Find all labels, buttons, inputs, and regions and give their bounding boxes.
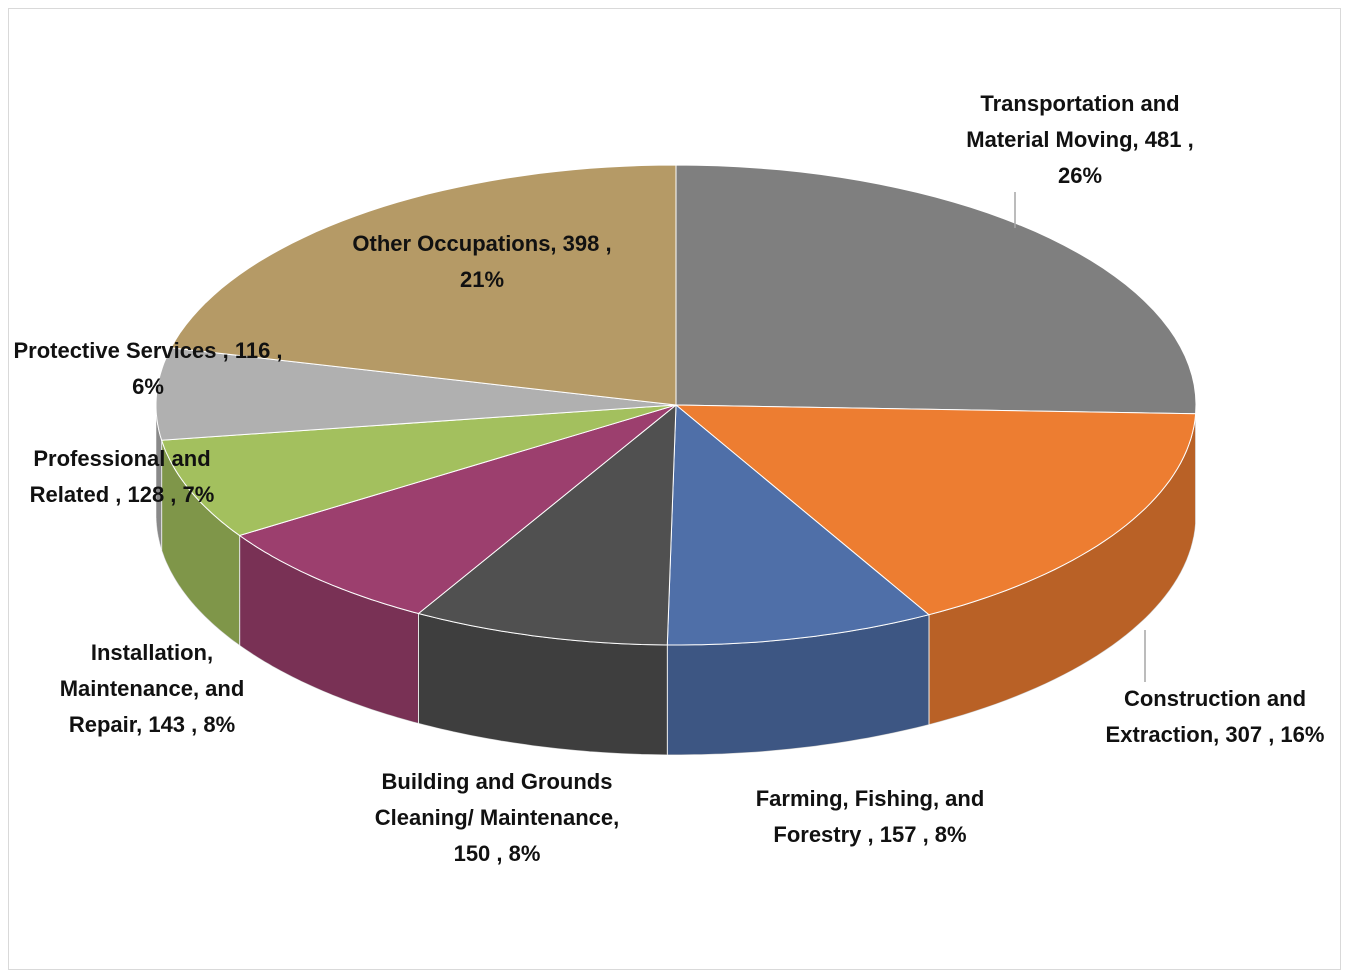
side-shade	[418, 613, 668, 755]
pie-slice	[674, 404, 1197, 616]
side-shade	[156, 405, 162, 551]
data-label: Construction and Extraction, 307 , 16%	[1095, 681, 1335, 753]
category-label: Transportation and Material Moving,	[966, 91, 1180, 152]
value-label: 157 , 8%	[879, 822, 967, 847]
category-label: Farming, Fishing, and Forestry ,	[755, 786, 985, 847]
side-shade	[667, 614, 929, 755]
pie-slice	[238, 404, 677, 615]
pie-slice	[160, 404, 677, 537]
category-label: Professional and Related ,	[29, 446, 211, 507]
data-label: Transportation and Material Moving, 481 …	[945, 86, 1215, 194]
category-label: Building and Grounds Cleaning/ Maintenan…	[374, 769, 620, 830]
value-label: 143 , 8%	[148, 712, 236, 737]
data-label: Other Occupations, 398 , 21%	[342, 226, 622, 298]
value-label: 398 , 21%	[459, 231, 612, 292]
data-label: Farming, Fishing, and Forestry , 157 , 8…	[735, 781, 1005, 853]
category-label: Construction and Extraction,	[1105, 686, 1307, 747]
value-label: 116 , 6%	[132, 338, 283, 399]
data-label: Building and Grounds Cleaning/ Maintenan…	[367, 764, 627, 872]
data-label: Professional and Related , 128 , 7%	[2, 441, 242, 513]
pie-slice	[170, 164, 677, 406]
pie-slice	[675, 164, 1197, 415]
value-label: 128 , 7%	[127, 482, 215, 507]
value-label: 307 , 16%	[1225, 722, 1325, 747]
category-label: Installation, Maintenance, and Repair,	[59, 640, 245, 737]
data-label: Protective Services , 116 , 6%	[8, 333, 288, 405]
chart-frame	[8, 8, 1341, 970]
category-label: Other Occupations,	[352, 231, 557, 256]
side-shade	[161, 440, 240, 646]
pie-slice	[417, 403, 677, 646]
value-label: 150 , 8%	[453, 841, 541, 866]
side-shade	[928, 413, 1196, 725]
pie-slice	[666, 403, 930, 646]
pie-slice	[155, 347, 677, 441]
side-shade	[239, 535, 419, 724]
data-label: Installation, Maintenance, and Repair, 1…	[22, 635, 282, 743]
category-label: Protective Services ,	[13, 338, 229, 363]
value-label: 481 , 26%	[1057, 127, 1194, 188]
